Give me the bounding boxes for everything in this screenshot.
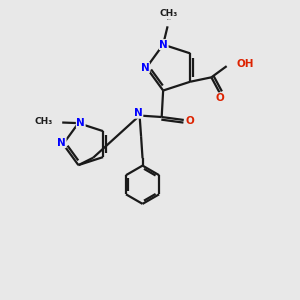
Text: N: N — [159, 40, 168, 50]
Text: O: O — [216, 93, 225, 103]
Text: OH: OH — [237, 59, 254, 69]
Text: N: N — [134, 108, 143, 118]
Text: methyl: methyl — [167, 19, 172, 20]
Text: N: N — [57, 138, 66, 148]
Text: CH₃: CH₃ — [34, 116, 53, 125]
Text: CH₃: CH₃ — [160, 9, 178, 18]
Text: O: O — [186, 116, 195, 126]
Text: N: N — [76, 118, 85, 128]
Text: N: N — [141, 63, 149, 73]
